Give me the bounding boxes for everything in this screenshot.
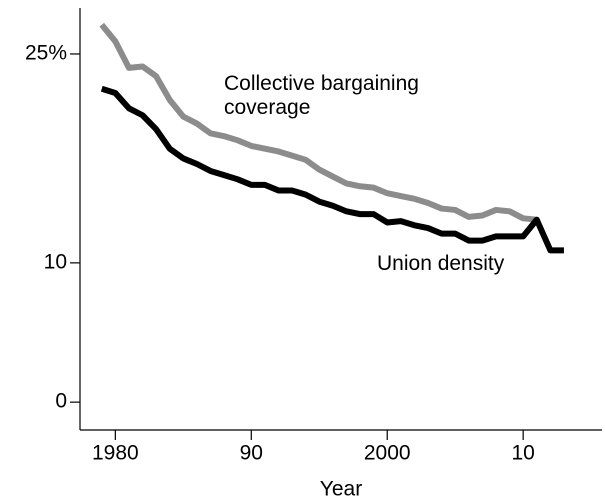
series-label: Union density <box>377 252 505 275</box>
x-tick-label: 1980 <box>92 442 139 465</box>
x-tick-label: 90 <box>240 442 263 465</box>
y-tick-label: 25% <box>25 42 67 65</box>
y-tick-label: 10 <box>44 250 67 273</box>
series-label: Collective bargaining coverage <box>224 72 419 119</box>
series-line <box>100 85 564 254</box>
series-line <box>99 22 538 223</box>
y-tick-label: 0 <box>55 390 67 413</box>
x-tick-label: 2000 <box>364 442 411 465</box>
x-tick-label: 10 <box>511 442 534 465</box>
x-axis-label: Year <box>320 478 362 501</box>
